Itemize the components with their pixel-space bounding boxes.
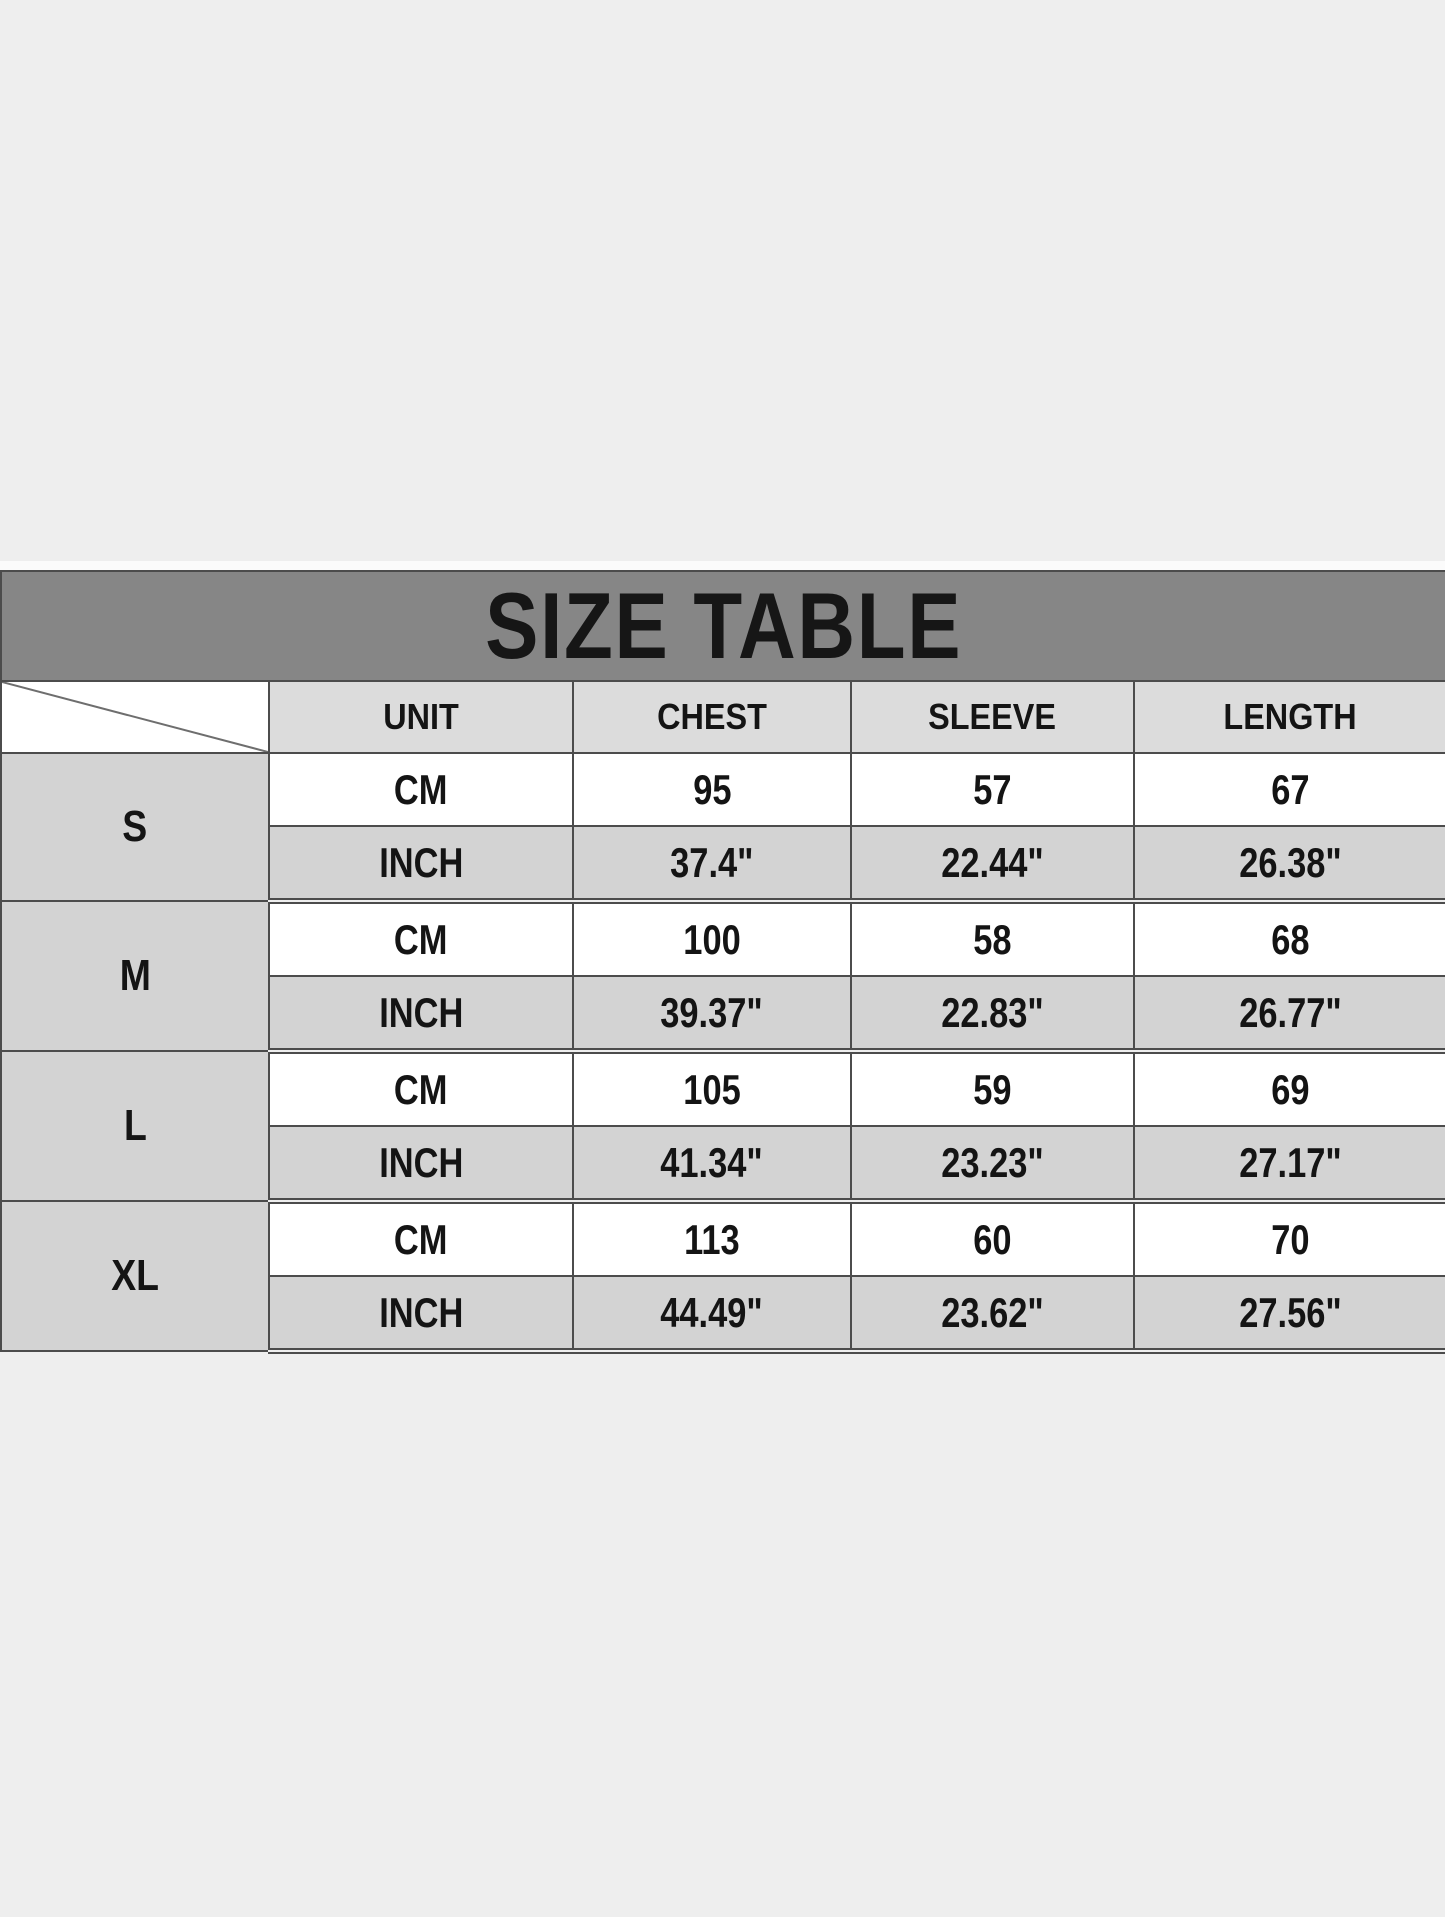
cell-xl-inch-unit: INCH [268, 1275, 574, 1354]
column-header-unit: UNIT [268, 680, 574, 754]
cell-m-inch-length: 26.77" [1132, 975, 1445, 1054]
cell-l-inch-sleeve: 23.23" [850, 1125, 1135, 1204]
cell-s-cm-length: 67 [1132, 752, 1445, 827]
row-l-inch: INCH 41.34" 23.23" 27.17" [1, 1125, 1445, 1204]
cell-m-cm-length: 68 [1132, 900, 1445, 977]
row-s-cm: S CM 95 57 67 [0, 752, 1445, 902]
cell-xl-cm-length: 70 [1132, 1200, 1445, 1277]
cell-m-inch-unit: INCH [268, 975, 574, 1054]
cell-l-cm-unit: CM [268, 1050, 574, 1127]
column-header-length: LENGTH [1132, 680, 1445, 754]
title-band: SIZE TABLE [0, 570, 1445, 682]
cell-m-cm-sleeve: 58 [850, 900, 1135, 977]
row-l-cm: L CM 105 59 69 [0, 1050, 1445, 1202]
row-s-inch: INCH 37.4" 22.44" 26.38" [1, 825, 1445, 904]
column-header-sleeve: SLEEVE [850, 680, 1135, 754]
cell-m-cm-unit: CM [268, 900, 574, 977]
column-header-chest: CHEST [572, 680, 852, 754]
row-m-cm: M CM 100 58 68 [0, 900, 1445, 1052]
size-label-l: L [0, 1050, 270, 1202]
row-m-inch: INCH 39.37" 22.83" 26.77" [1, 975, 1445, 1054]
cell-m-cm-chest: 100 [572, 900, 852, 977]
cell-m-inch-sleeve: 22.83" [850, 975, 1135, 1054]
diagonal-corner-cell [0, 680, 270, 754]
cell-xl-inch-sleeve: 23.62" [850, 1275, 1135, 1354]
cell-xl-cm-unit: CM [268, 1200, 574, 1277]
cell-xl-inch-length: 27.56" [1132, 1275, 1445, 1354]
size-label-xl: XL [0, 1200, 270, 1352]
title-row: SIZE TABLE [0, 570, 1445, 682]
size-label-s: S [0, 752, 270, 902]
size-table: SIZE TABLE UNIT CHEST SLEEVE LENGTH S CM… [0, 570, 1445, 1354]
cell-s-cm-chest: 95 [572, 752, 852, 827]
table-top-margin [0, 561, 1445, 570]
cell-s-inch-length: 26.38" [1132, 825, 1445, 904]
cell-s-cm-unit: CM [268, 752, 574, 827]
table-title: SIZE TABLE [484, 573, 963, 678]
cell-l-cm-sleeve: 59 [850, 1050, 1135, 1127]
cell-l-cm-length: 69 [1132, 1050, 1445, 1127]
size-label-m: M [0, 900, 270, 1052]
diagonal-line-icon [2, 682, 268, 752]
cell-m-inch-chest: 39.37" [572, 975, 852, 1054]
row-xl-cm: XL CM 113 60 70 [0, 1200, 1445, 1352]
cell-l-inch-length: 27.17" [1132, 1125, 1445, 1204]
cell-s-inch-sleeve: 22.44" [850, 825, 1135, 904]
cell-xl-inch-chest: 44.49" [572, 1275, 852, 1354]
cell-s-inch-chest: 37.4" [572, 825, 852, 904]
cell-s-cm-sleeve: 57 [850, 752, 1135, 827]
cell-l-inch-unit: INCH [268, 1125, 574, 1204]
cell-s-inch-unit: INCH [268, 825, 574, 904]
cell-l-cm-chest: 105 [572, 1050, 852, 1127]
header-row: UNIT CHEST SLEEVE LENGTH [0, 680, 1445, 754]
cell-l-inch-chest: 41.34" [572, 1125, 852, 1204]
row-xl-inch: INCH 44.49" 23.62" 27.56" [1, 1275, 1445, 1354]
cell-xl-cm-sleeve: 60 [850, 1200, 1135, 1277]
cell-xl-cm-chest: 113 [572, 1200, 852, 1277]
